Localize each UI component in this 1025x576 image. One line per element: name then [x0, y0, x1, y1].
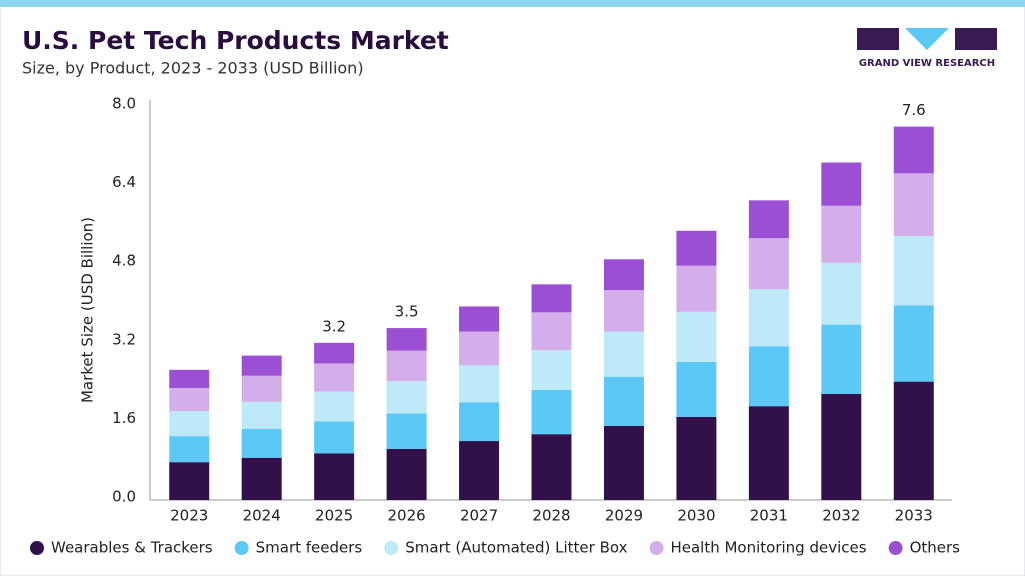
bar-segment	[603, 290, 644, 332]
bar-segment	[169, 387, 210, 412]
legend-marker	[234, 541, 249, 555]
x-tick-label: 2030	[677, 507, 715, 525]
x-tick-label: 2032	[822, 507, 860, 525]
bar-segment	[603, 259, 644, 291]
logo: GRAND VIEW RESEARCH	[857, 28, 997, 69]
y-tick-label: 0.0	[112, 488, 136, 506]
x-tick-label: 2027	[460, 507, 498, 525]
bar-segment	[169, 436, 210, 463]
bar-segment	[893, 381, 934, 500]
chart-subtitle: Size, by Product, 2023 - 2033 (USD Billi…	[22, 59, 364, 78]
bar-segment	[893, 236, 934, 306]
bar-segment	[676, 416, 717, 500]
bar-segment	[314, 421, 355, 454]
bar-segment	[314, 391, 355, 422]
bar-segment	[748, 406, 789, 500]
legend-label: Wearables & Trackers	[51, 539, 213, 557]
bar-segment	[748, 346, 789, 407]
bar-segment	[314, 342, 355, 364]
bar-segment	[386, 448, 427, 500]
y-tick-label: 4.8	[112, 252, 136, 270]
chart-title: U.S. Pet Tech Products Market	[22, 26, 449, 55]
bar-segment	[459, 331, 500, 366]
x-tick-label: 2023	[170, 507, 208, 525]
bar-segment	[821, 262, 862, 325]
bar-segment	[386, 381, 427, 414]
legend-label: Others	[910, 539, 961, 557]
y-tick-label: 1.6	[112, 409, 136, 427]
bar-segment	[386, 413, 427, 449]
bar-segment	[821, 205, 862, 263]
x-tick-label: 2024	[243, 507, 281, 525]
bar-segment	[821, 324, 862, 394]
bar-segment	[314, 453, 355, 500]
bar-segment	[821, 162, 862, 206]
bar-segment	[893, 305, 934, 382]
bar-segment	[603, 376, 644, 426]
bar-segment	[169, 462, 210, 500]
bar-segment	[241, 428, 282, 458]
total-label: 7.6	[902, 101, 926, 119]
bar-segment	[893, 126, 934, 174]
bar-segment	[169, 369, 210, 388]
legend-marker	[30, 541, 44, 555]
bar-segment	[676, 230, 717, 266]
x-tick-label: 2029	[605, 507, 643, 525]
bar-segment	[386, 350, 427, 382]
bar-segment	[676, 311, 717, 362]
bar-segment	[603, 425, 644, 500]
bar-segment	[748, 289, 789, 347]
y-tick-label: 6.4	[112, 173, 136, 191]
bar-segment	[459, 441, 500, 500]
bar-segment	[603, 331, 644, 377]
x-tick-label: 2025	[315, 507, 353, 525]
bar-segment	[531, 284, 572, 313]
bar-segment	[531, 312, 572, 351]
bar-segment	[386, 328, 427, 351]
bar-segment	[459, 365, 500, 403]
legend-marker	[649, 541, 664, 555]
brand: GRAND VIEW RESEARCH	[859, 58, 995, 69]
total-label: 3.2	[322, 317, 346, 335]
bar-segment	[821, 393, 862, 500]
total-label: 3.5	[395, 303, 419, 321]
x-tick-label: 2026	[387, 507, 425, 525]
top-bar	[0, 0, 1025, 7]
bar-segment	[676, 265, 717, 312]
legend-marker	[888, 541, 903, 555]
y-tick-label: 8.0	[112, 95, 136, 113]
bar-segment	[459, 306, 500, 332]
bar-segment	[531, 350, 572, 390]
bar-segment	[893, 173, 934, 237]
bar-segment	[531, 434, 572, 500]
y-tick-label: 3.2	[112, 330, 136, 348]
y-axis-label: Market Size (USD Billion)	[79, 217, 97, 403]
legend-label: Health Monitoring devices	[670, 539, 866, 557]
bar-segment	[169, 411, 210, 437]
x-tick-label: 2028	[532, 507, 570, 525]
bar-segment	[241, 375, 282, 402]
legend-label: Smart feeders	[256, 539, 363, 557]
bar-segment	[748, 200, 789, 239]
legend-marker	[384, 541, 399, 555]
x-tick-label: 2031	[750, 507, 788, 525]
x-tick-label: 2033	[895, 507, 933, 525]
legend-label: Smart (Automated) Litter Box	[405, 539, 627, 557]
bar-segment	[241, 401, 282, 429]
bar-segment	[748, 238, 789, 290]
bar-segment	[314, 363, 355, 392]
bar-segment	[459, 402, 500, 442]
bar-segment	[241, 457, 282, 500]
bar-segment	[241, 355, 282, 376]
bar-segment	[531, 389, 572, 435]
bar-segment	[676, 361, 717, 417]
